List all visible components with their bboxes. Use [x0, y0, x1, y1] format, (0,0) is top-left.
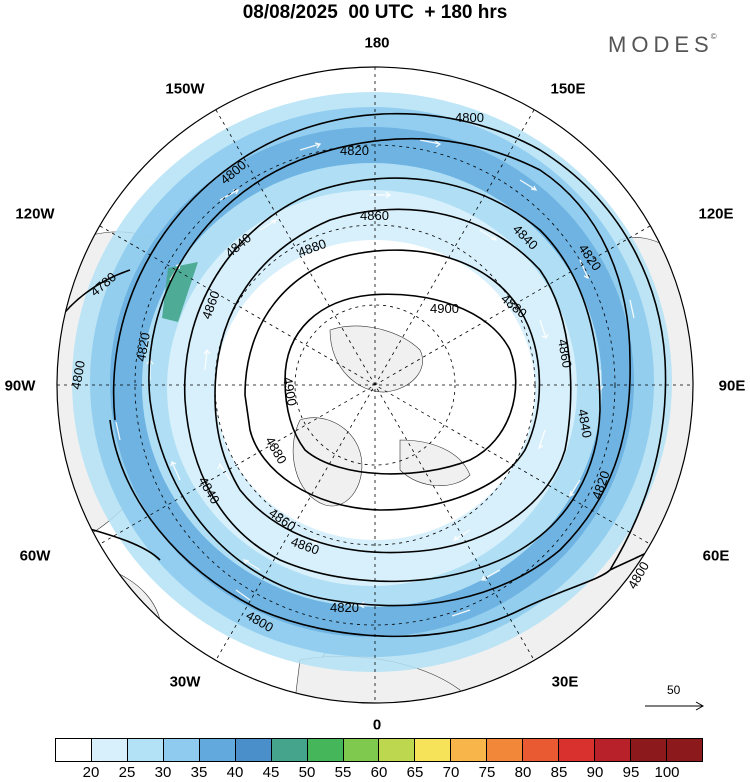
colorbar-swatch — [127, 739, 164, 761]
lon-label-120w: 120W — [15, 205, 55, 223]
contour-label: 4820 — [330, 600, 359, 615]
lon-label-60e: 60E — [702, 547, 730, 565]
colorbar-tick-label: 60 — [370, 764, 388, 781]
colorbar-swatch — [379, 739, 416, 761]
contour-label: 4800 — [68, 359, 88, 390]
lon-label-90e: 90E — [718, 377, 746, 395]
colorbar-swatch — [595, 739, 631, 761]
colorbar-tick-label: 45 — [262, 764, 280, 781]
colorbar-swatch — [343, 739, 380, 761]
colorbar-tick-label: 20 — [82, 764, 100, 781]
colorbar-tick-label: 35 — [190, 764, 208, 781]
colorbar — [55, 738, 703, 762]
lon-label-0: 0 — [372, 716, 382, 734]
contour-4840 — [183, 177, 601, 583]
colorbar-swatch — [666, 739, 702, 761]
geopotential-contours — [57, 112, 693, 638]
contour-4820 — [148, 137, 631, 607]
colorbar-tick-label: 25 — [118, 764, 136, 781]
contour-label: 4900 — [430, 301, 459, 316]
brand-name: MODES — [608, 32, 714, 57]
polar-land-a — [292, 417, 363, 507]
colorbar-tick-label: 30 — [154, 764, 172, 781]
colorbar-tick-label: 85 — [550, 764, 568, 781]
graticule — [57, 67, 693, 703]
colorbar-tick-label: 95 — [622, 764, 640, 781]
contour-label: 4860 — [360, 208, 389, 223]
colorbar-tick-label: 75 — [478, 764, 496, 781]
reference-vector-arrow — [645, 701, 705, 711]
colorbar-tick-label: 55 — [334, 764, 352, 781]
colorbar-swatch — [56, 739, 92, 761]
colorbar-swatch — [91, 739, 128, 761]
wind-vectors — [115, 139, 635, 617]
polar-map: 4780 4800 4800 4800 4800 4800 4820 4820 … — [56, 66, 694, 704]
colorbar-swatch — [199, 739, 236, 761]
reference-vector-label: 50 — [667, 683, 681, 697]
colorbar-tick-label: 65 — [406, 764, 424, 781]
colorbar-swatch — [163, 739, 200, 761]
lon-label-30e: 30E — [551, 673, 579, 691]
brand-mark: © — [710, 32, 717, 41]
lon-label-150w: 150W — [165, 80, 205, 98]
colorbar-swatch — [631, 739, 667, 761]
contour-label: 4820 — [133, 331, 153, 362]
lon-label-30w: 30W — [169, 673, 201, 691]
colorbar-swatch — [235, 739, 272, 761]
colorbar-tick-label: 90 — [586, 764, 604, 781]
colorbar-tick-label: 80 — [514, 764, 532, 781]
arctic-land — [292, 325, 471, 507]
contour-label: 4860 — [555, 338, 575, 369]
lon-label-180: 180 — [364, 34, 390, 52]
lon-label-90w: 90W — [4, 377, 36, 395]
brand-logo: MODES© — [608, 32, 717, 58]
colorbar-swatch — [271, 739, 308, 761]
contour-label: 4820 — [340, 143, 369, 158]
polar-land-c — [399, 439, 471, 486]
contour-label: 4900 — [280, 376, 300, 407]
colorbar-swatch — [523, 739, 560, 761]
colorbar-swatch — [451, 739, 488, 761]
colorbar-swatch — [307, 739, 344, 761]
colorbar-swatch — [415, 739, 452, 761]
lon-label-150e: 150E — [550, 80, 586, 98]
colorbar-swatch — [559, 739, 596, 761]
lon-label-120e: 120E — [698, 205, 734, 223]
map-title: 08/08/2025 00 UTC + 180 hrs — [242, 2, 508, 23]
contour-4860 — [214, 208, 572, 554]
jet-maximum-patch — [162, 262, 198, 322]
colorbar-tick-label: 100 — [654, 764, 680, 781]
colorbar-labels: 20 25 30 35 40 45 50 55 60 65 70 75 80 85 90 95 100 — [55, 764, 703, 782]
lon-label-60w: 60W — [19, 547, 51, 565]
contour-4880 — [244, 249, 541, 511]
colorbar-tick-label: 50 — [298, 764, 316, 781]
contour-label: 4800 — [455, 110, 484, 125]
colorbar-tick-label: 40 — [226, 764, 244, 781]
contour-label: 4840 — [575, 408, 595, 439]
map-boundary — [56, 66, 694, 704]
colorbar-swatch — [487, 739, 524, 761]
colorbar-tick-label: 70 — [442, 764, 460, 781]
contour-4900 — [284, 293, 517, 475]
